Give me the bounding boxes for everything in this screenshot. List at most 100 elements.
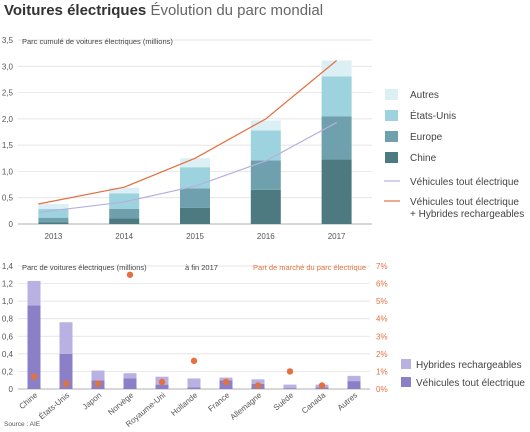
x-tick-label: Hollande: [169, 390, 199, 418]
bar-segment: [251, 379, 265, 384]
share-point: [318, 382, 326, 389]
x-tick-label: Allemagne: [229, 390, 264, 422]
y-tick-label: 0,4: [2, 350, 14, 359]
y2-tick-label: 4%: [376, 315, 388, 324]
source-note: Source : AIE: [4, 421, 41, 428]
y-tick-label: 2,0: [2, 115, 14, 124]
y2-axis-label: Part de marché du parc électrique: [253, 263, 366, 272]
bar-segment: [59, 353, 73, 389]
y2-tick-label: 2%: [376, 350, 388, 359]
bar-segment: [59, 322, 73, 354]
bar-segment: [38, 208, 69, 218]
bar-segment: [187, 378, 201, 388]
bar-segment: [91, 370, 105, 381]
y-tick-label: 0,8: [2, 315, 14, 324]
bar-segment: [321, 159, 352, 224]
title-bold: Voitures électriques: [4, 2, 147, 19]
x-tick-label: Suède: [272, 390, 296, 412]
y-tick-label: 2,5: [2, 89, 14, 98]
x-tick-label: 2013: [45, 232, 63, 241]
y-axis-label: Parc cumulé de voitures électriques (mil…: [22, 37, 173, 46]
bar-segment: [283, 384, 297, 389]
x-tick-label: Autres: [336, 391, 359, 413]
bar-segment: [27, 280, 41, 306]
bar-segment: [321, 116, 352, 160]
x-tick-label: Canada: [300, 390, 328, 415]
y-tick-label: 0: [9, 385, 14, 394]
legend-swatch: [385, 152, 398, 163]
bar-segment: [38, 204, 69, 209]
bar-segment: [109, 193, 140, 209]
share-point: [94, 380, 102, 387]
share-point: [190, 357, 198, 365]
y-tick-label: 0,2: [2, 367, 14, 376]
legend-swatch: [401, 377, 411, 387]
bar-segment: [283, 388, 297, 389]
legend-label: États-Unis: [410, 109, 456, 122]
bar-segment: [321, 76, 352, 117]
bar-segment: [347, 381, 361, 389]
bar-segment: [187, 387, 201, 389]
y-tick-label: 1,5: [2, 141, 14, 150]
y2-tick-label: 0%: [376, 385, 388, 394]
y-tick-label: 1,2: [2, 280, 14, 289]
bar-segment: [321, 60, 352, 77]
y2-tick-label: 1%: [376, 367, 388, 376]
share-point: [254, 382, 262, 389]
legend-label: Europe: [410, 132, 443, 143]
bar-segment: [38, 217, 69, 223]
bar-segment: [109, 187, 140, 194]
bar-segment: [38, 222, 69, 224]
y2-tick-label: 6%: [376, 280, 388, 289]
bar-segment: [180, 188, 210, 208]
y2-tick-label: 7%: [376, 262, 388, 271]
legend-label: Autres: [410, 90, 439, 101]
share-point: [158, 378, 166, 386]
y-tick-label: 1,0: [2, 297, 14, 306]
series-line: [38, 60, 337, 205]
y-tick-label: 0,6: [2, 332, 14, 341]
x-tick-label: États-Unis: [37, 391, 71, 422]
y-tick-label: 3,5: [2, 36, 14, 45]
legend-label: Chine: [410, 153, 437, 164]
bar-segment: [27, 305, 41, 389]
bar-segment: [250, 189, 281, 224]
y-tick-label: 0: [9, 220, 14, 229]
y-tick-label: 0,5: [2, 194, 14, 203]
y-axis-label: Parc de voitures électriques (millions): [22, 263, 147, 272]
y-tick-label: 1,0: [2, 167, 14, 176]
legend-swatch: [401, 359, 411, 369]
bar-segment: [347, 375, 361, 382]
x-tick-label: France: [206, 390, 231, 413]
share-point: [30, 373, 38, 380]
legend-label: Hybrides rechargeables: [416, 360, 522, 371]
x-tick-label: Norvège: [106, 390, 135, 417]
x-tick-label: 2014: [115, 232, 133, 241]
legend-swatch: [385, 89, 398, 100]
bar-segment: [109, 208, 140, 219]
share-point: [62, 380, 70, 387]
legend-label: Véhicules tout électrique: [416, 378, 525, 389]
x-tick-label: Japon: [81, 391, 103, 412]
legend-swatch: [385, 131, 398, 142]
bar-segment: [180, 167, 210, 189]
bar-segment: [250, 120, 281, 131]
bar-segment: [155, 384, 169, 389]
y-tick-label: 1,4: [2, 262, 14, 271]
bar-segment: [180, 207, 210, 224]
bar-segment: [109, 218, 140, 224]
y2-tick-label: 3%: [376, 332, 388, 341]
series-line: [38, 122, 337, 214]
bar-segment: [123, 378, 137, 389]
x-tick-label: 2017: [328, 232, 346, 241]
legend-swatch: [385, 110, 398, 121]
y-tick-label: 3,0: [2, 62, 14, 71]
x-tick-label: 2015: [186, 232, 204, 241]
share-point: [126, 271, 134, 278]
chart-note: à fin 2017: [185, 263, 218, 272]
x-tick-label: 2016: [257, 232, 275, 241]
title-light: Évolution du parc mondial: [150, 2, 324, 19]
bar-segment: [250, 160, 281, 190]
legend-label: Véhicules tout électrique: [410, 177, 519, 188]
